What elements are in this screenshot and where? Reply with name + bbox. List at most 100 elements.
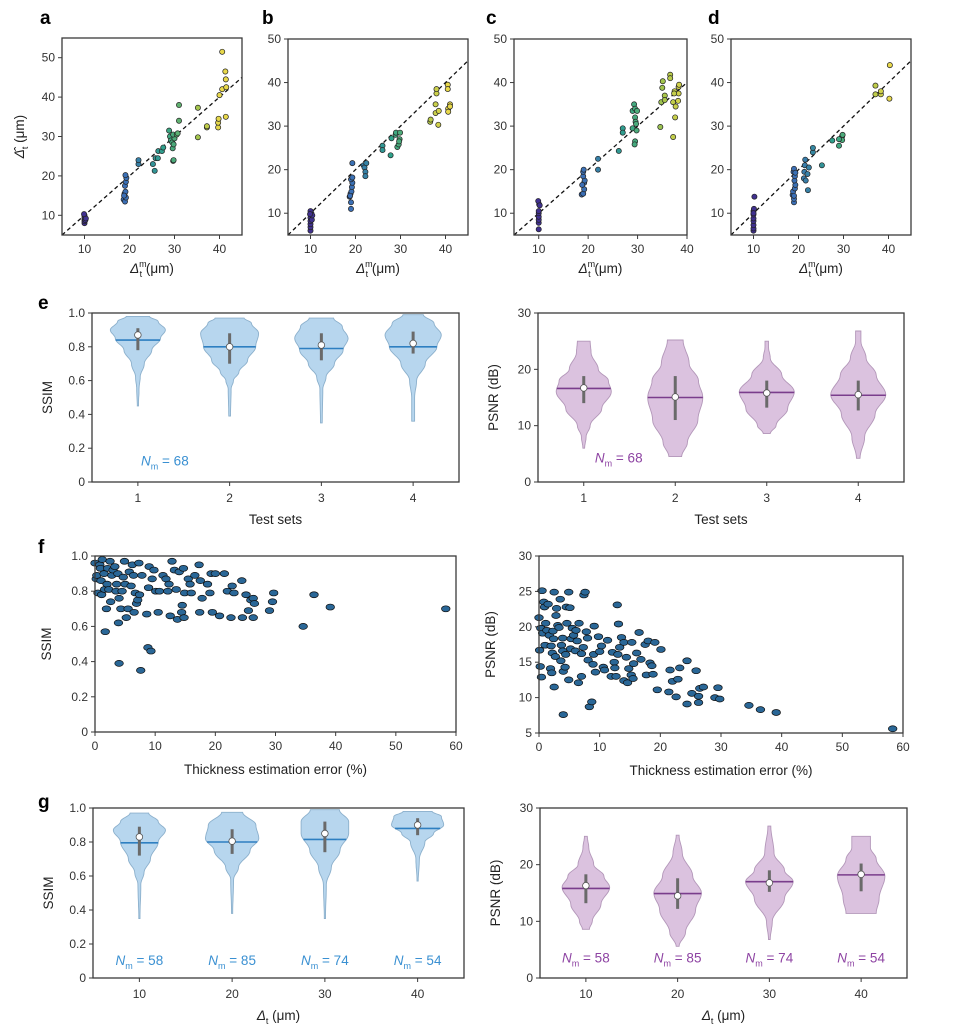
x-tick-label: 10 [78,242,92,256]
data-point [872,91,879,98]
data-point [547,669,557,677]
x-axis-title: Thickness estimation error (%) [629,763,812,778]
delta-symbol: Δ [798,261,808,276]
y-tick-label: 20 [268,163,282,177]
data-point [595,648,605,655]
data-point [195,608,205,616]
data-point [170,141,177,148]
delta-symbol: Δ̂ [12,146,27,159]
sample-count-label: Nm = 54 [394,953,442,971]
data-point [153,608,163,616]
data-point [160,144,167,151]
data-point [675,97,682,104]
x-tick-label: 30 [394,242,408,256]
data-point [886,62,893,69]
count-text: = 74 [318,953,349,968]
n-symbol: N [837,951,847,966]
mean-marker [135,833,144,841]
x-tick-label: 40 [854,987,868,1001]
data-point [580,166,587,173]
data-point [129,608,139,616]
x-tick-label: 10 [304,242,318,256]
data-point [537,587,547,595]
x-tick-label: 40 [439,242,453,256]
data-point [549,588,559,596]
data-point [634,107,641,114]
data-point [549,683,559,691]
data-point [121,192,128,199]
x-tick-label: 0 [92,739,99,753]
data-point [445,108,452,115]
data-point [178,564,189,572]
plot-frame [539,807,908,979]
data-point [665,666,675,674]
plot-frame [537,312,905,483]
data-point [154,155,161,162]
data-point [564,588,574,596]
data-point [543,600,553,608]
panel-letter-f: f [38,537,45,558]
data-point [379,147,386,154]
data-point [698,683,709,691]
y-tick-label: 10 [711,206,725,220]
data-point [755,706,766,713]
y-tick-label: 10 [42,208,56,222]
delta-symbol: Δ [701,1008,711,1023]
data-point [119,557,130,565]
data-point [207,608,217,616]
data-point [388,135,395,142]
data-point [550,653,561,660]
x-axis-title: Test sets [694,512,748,527]
y-tick-label: 0.4 [69,903,86,917]
data-point [578,643,588,651]
count-text: = 58 [133,953,163,968]
x-tick-label: 60 [896,740,910,754]
x-axis-title: Δm t (μm) [798,259,843,279]
data-point [136,667,146,674]
data-point [546,642,556,650]
data-point [693,692,704,700]
sample-count-label: Nm = 74 [301,953,349,971]
data-point [349,160,356,167]
plot-frame [730,38,912,236]
y-tick-label: 20 [518,362,532,376]
mean-marker [134,331,142,339]
x-tick-label: 30 [269,739,283,753]
data-point [444,86,451,93]
y-axis-title: PSNR (dB) [483,611,498,678]
n-symbol: N [595,450,605,465]
y-tick-label: 0.6 [68,374,85,388]
data-point [804,171,811,177]
subscript: m [572,959,580,969]
n-symbol: N [141,454,151,469]
data-point [590,668,601,676]
data-point [177,601,187,609]
data-point [558,711,568,718]
data-point [113,619,124,627]
violin-body [204,811,260,914]
data-point [362,173,369,180]
data-point [226,614,236,621]
data-point [751,193,758,200]
data-point [536,202,543,209]
y-axis-title: PSNR (dB) [488,860,503,927]
y-tick-label: 0 [78,475,85,489]
data-point [652,686,662,694]
y-tick-label: 0.2 [71,690,88,704]
x-axis-title: Δt (μm) [256,1008,300,1026]
data-point [839,131,846,138]
chart-b: b 10 20 30 40 50 10 20 30 40 Δm t (μm) [262,8,469,279]
data-point [249,600,260,607]
panel-letter-a: a [40,8,51,29]
y-tick-label: 50 [494,32,508,46]
x-tick-label: 40 [213,242,227,256]
mean-marker [317,341,326,349]
x-tick-label: 30 [837,242,851,256]
data-point [612,601,622,609]
panel-letter-e: e [38,293,49,314]
x-tick-label: 30 [631,242,645,256]
data-point [197,594,207,602]
data-point [657,124,664,130]
sample-count-label: Nm = 85 [208,953,256,971]
